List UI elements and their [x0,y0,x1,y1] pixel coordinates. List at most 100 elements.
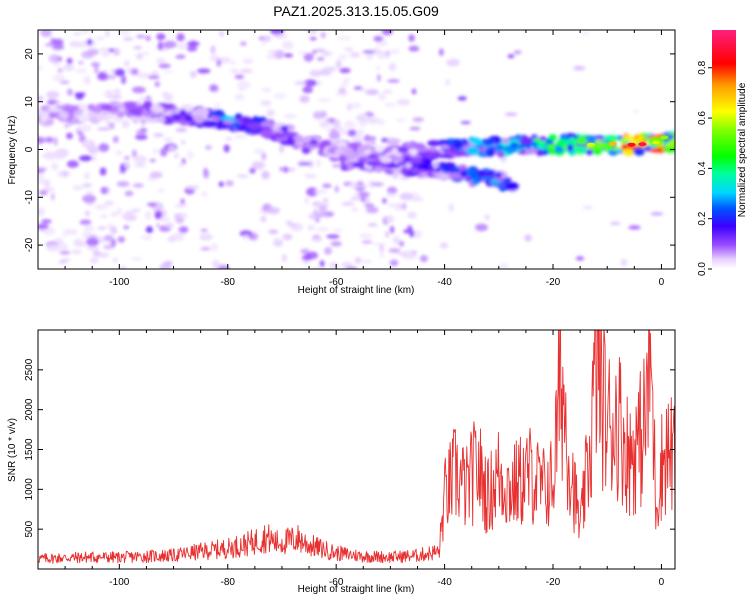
heatmap-noise-blob [499,263,509,269]
heatmap-noise-blob [362,50,376,54]
heatmap-noise-blob [281,40,294,50]
spectrogram-y-tick-label: -10 [24,190,35,205]
heatmap-ridge-blob [161,104,175,109]
heatmap-ridge-blob [588,136,597,145]
heatmap-hotspot [660,135,669,140]
heatmap-noise-blob [78,124,92,133]
heatmap-noise-blob [94,65,99,74]
heatmap-noise-blob [349,52,361,58]
spectrogram-y-tick-label: 20 [24,48,35,60]
heatmap-ridge-blob [374,144,386,153]
heatmap-noise-blob [389,259,399,267]
heatmap-noise-blob [347,129,357,137]
heatmap-noise-blob [266,207,280,215]
heatmap-noise-blob [307,224,315,231]
heatmap-ridge-blob [210,110,224,116]
heatmap-noise-blob [334,185,339,193]
heatmap-noise-blob [186,150,194,160]
heatmap-noise-blob [379,252,385,259]
heatmap-noise-blob [167,236,175,243]
heatmap-noise-blob [209,84,219,92]
heatmap-noise-blob [281,253,287,263]
heatmap-noise-blob [328,130,341,140]
heatmap-noise-blob [218,181,224,187]
heatmap-noise-blob [79,155,93,162]
heatmap-noise-blob [147,75,160,79]
heatmap-noise-blob [171,232,185,242]
heatmap-noise-blob [48,54,60,63]
heatmap-noise-blob [389,225,395,234]
heatmap-noise-blob [381,30,393,36]
heatmap-noise-blob [116,181,130,187]
heatmap-ridge-blob [425,151,441,158]
heatmap-noise-blob [300,249,309,254]
heatmap-noise-blob [149,171,163,179]
heatmap-noise-blob [98,143,110,152]
heatmap-noise-blob [341,201,355,206]
heatmap-noise-blob [133,155,147,164]
heatmap-noise-blob [210,45,216,54]
heatmap-noise-blob [100,214,108,219]
heatmap-noise-blob [186,45,198,52]
heatmap-noise-blob [97,226,106,230]
heatmap-ridge-blob [220,116,235,121]
heatmap-noise-blob [131,86,146,94]
heatmap-noise-blob [105,30,110,37]
heatmap-noise-blob [445,78,451,86]
heatmap-noise-blob [363,115,369,119]
heatmap-ridge-blob [87,111,95,118]
heatmap-noise-blob [326,234,340,239]
heatmap-secondary-blob [426,170,438,178]
heatmap-ridge-blob [222,120,235,125]
heatmap-noise-blob [263,35,272,42]
heatmap-noise-blob [266,55,277,59]
heatmap-noise-blob [219,31,225,37]
heatmap-noise-blob [63,64,75,72]
heatmap-noise-blob [330,241,342,247]
heatmap-noise-blob [100,186,108,195]
heatmap-ridge-blob [481,138,496,144]
heatmap-ridge-blob [593,135,606,140]
heatmap-secondary-blob [352,161,365,168]
heatmap-noise-blob [234,74,245,80]
heatmap-noise-blob [175,127,188,133]
heatmap-noise-blob [236,80,251,90]
heatmap-noise-blob [315,227,330,232]
heatmap-noise-blob [102,91,109,97]
heatmap-noise-blob [59,250,71,255]
heatmap-noise-blob [52,62,61,66]
snr-panel: -100 -80 -60 -40 -20 0 500 1000 1500 2000 2500 Hei… [7,329,676,595]
heatmap-noise-blob [50,193,55,201]
heatmap-ridge-blob [60,111,69,120]
heatmap-noise-blob [178,162,184,168]
heatmap-noise-blob [524,234,532,242]
heatmap-noise-blob [359,259,373,264]
heatmap-noise-blob [261,152,267,161]
heatmap-ridge-blob [143,116,153,123]
heatmap-noise-blob [322,183,332,188]
heatmap-ridge-blob [48,113,60,119]
heatmap-noise-blob [365,116,380,125]
heatmap-secondary-blob [338,156,348,162]
heatmap-noise-blob [211,243,219,251]
heatmap-noise-blob [413,230,422,239]
heatmap-noise-blob [513,50,522,55]
heatmap-noise-blob [388,248,401,253]
heatmap-noise-blob [199,233,213,241]
heatmap-noise-blob [261,170,270,180]
heatmap-noise-blob [136,72,150,79]
heatmap-noise-blob [145,226,153,234]
heatmap-noise-blob [53,136,58,146]
heatmap-secondary-blob [468,172,479,178]
heatmap-ridge-blob [184,114,193,122]
colorbar-tick-label: 0.8 [697,60,708,74]
heatmap-noise-blob [163,40,177,49]
heatmap-noise-blob [196,68,211,74]
heatmap-ridge-blob [561,135,569,140]
heatmap-noise-blob [351,207,358,213]
heatmap-noise-blob [351,102,362,109]
heatmap-ridge-blob [620,138,629,143]
heatmap-noise-blob [306,30,318,35]
